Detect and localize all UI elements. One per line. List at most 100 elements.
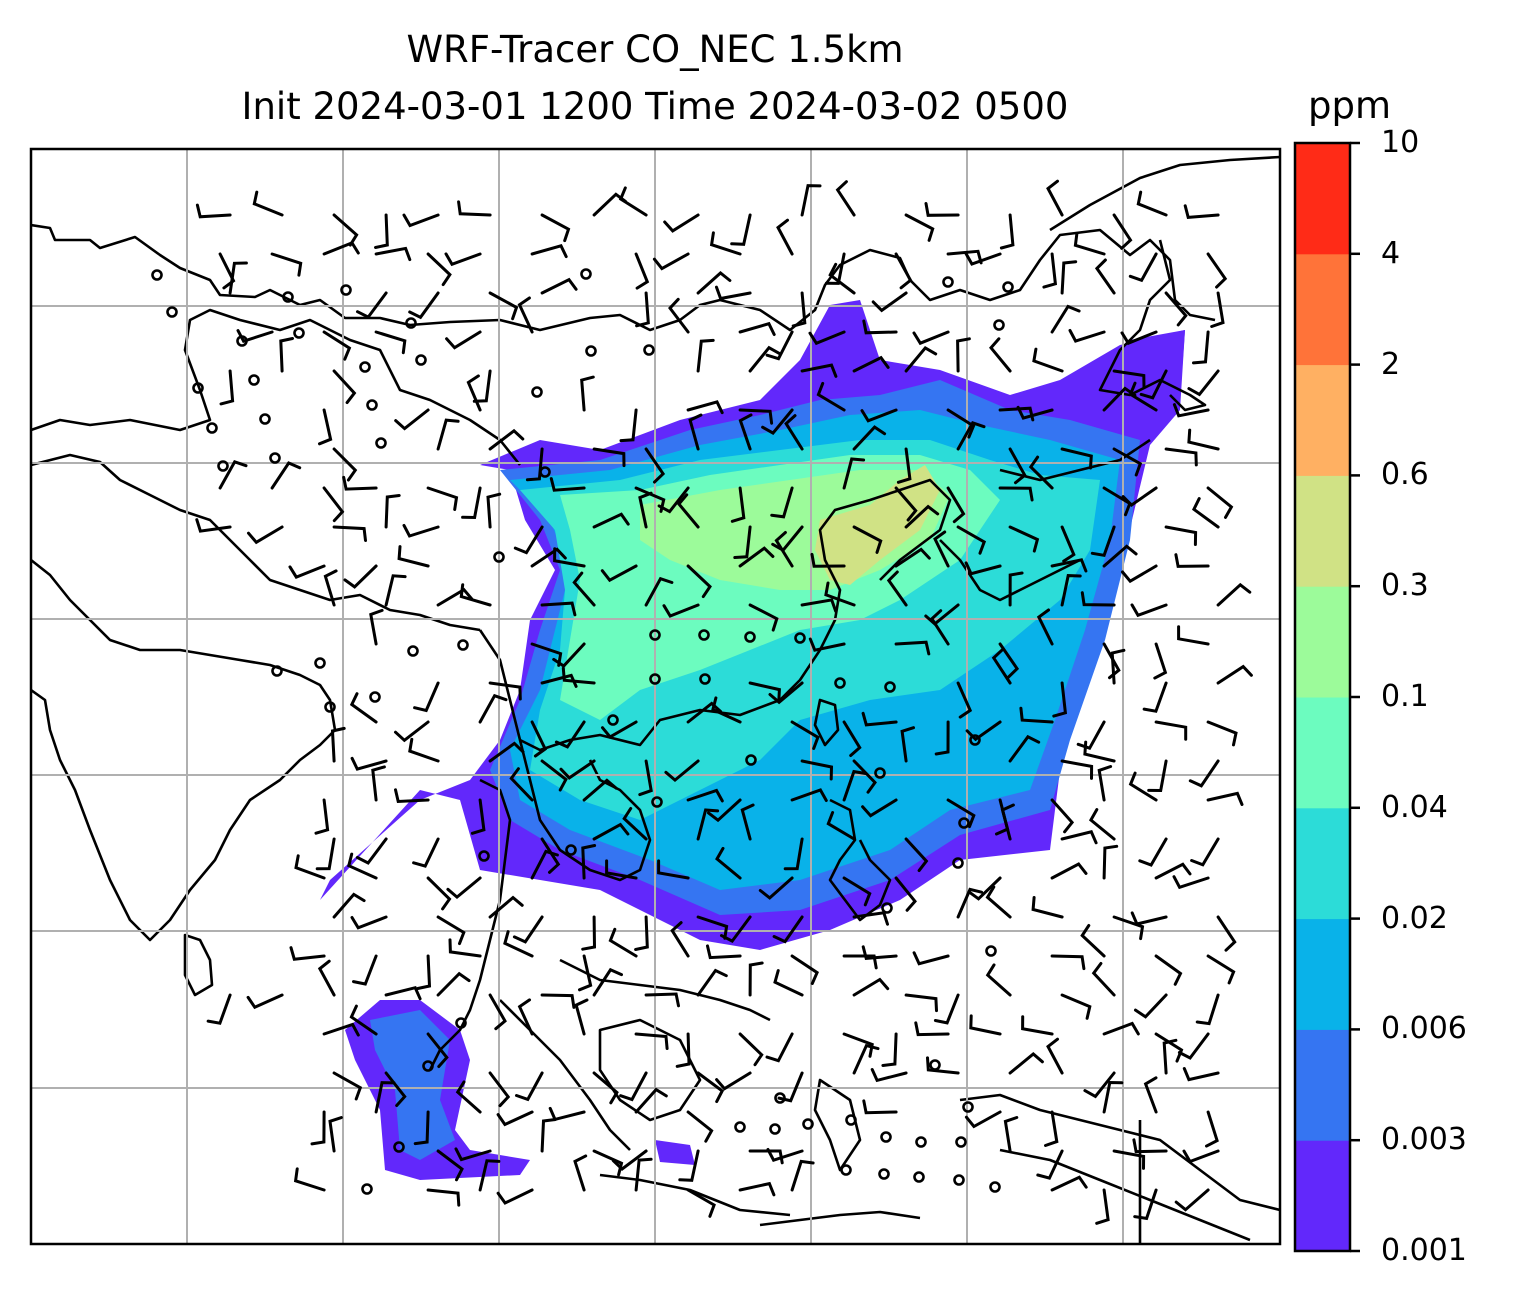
calm-wind-symbol: [643, 344, 655, 356]
wind-barb: [581, 915, 597, 951]
wind-barb: [1094, 258, 1116, 295]
calm-wind-symbol: [962, 1101, 974, 1113]
wind-barb: [314, 798, 330, 835]
wind-barb: [965, 720, 1002, 742]
wind-barb: [582, 778, 618, 802]
wind-barb: [1206, 954, 1236, 985]
wind-barb: [1142, 681, 1168, 713]
wind-barb: [696, 915, 729, 940]
wind-barb: [894, 640, 931, 656]
wind-barb: [247, 525, 284, 545]
wind-barb: [810, 552, 846, 568]
wind-barb: [1102, 1021, 1140, 1036]
wind-barb: [310, 1110, 326, 1146]
wind-barb: [738, 1032, 764, 1067]
calm-wind-symbol: [969, 734, 981, 746]
wind-barb: [808, 637, 846, 652]
wind-barb: [1143, 1076, 1158, 1114]
wind-barb: [1050, 862, 1088, 880]
colorbar-tick-label: 0.3: [1381, 568, 1429, 604]
wind-barb: [554, 720, 586, 749]
colorbar-tick-label: 0.1: [1381, 679, 1429, 714]
wind-barb: [1060, 525, 1076, 563]
wind-barb: [1190, 837, 1220, 867]
wind-barb: [540, 1118, 557, 1153]
wind-barb: [912, 330, 950, 346]
wind-barb: [578, 954, 593, 992]
wind-barb: [317, 959, 336, 997]
wind-barb: [1183, 204, 1220, 219]
wind-barb: [270, 461, 302, 490]
wind-barb: [488, 895, 524, 919]
wind-barb: [1080, 591, 1116, 607]
wind-barb: [824, 252, 846, 285]
wind-barb: [715, 285, 752, 301]
wind-barb: [488, 993, 507, 1031]
colorbar-tick-label: 4: [1381, 235, 1401, 271]
wind-barb: [852, 977, 890, 997]
wind-barb: [455, 1080, 482, 1114]
wind-barb: [369, 608, 384, 646]
calm-wind-symbol: [192, 382, 204, 394]
wind-barb: [635, 291, 650, 328]
wind-barb: [601, 720, 638, 739]
wind-barb: [218, 252, 236, 290]
wind-barb: [540, 837, 561, 874]
wind-barb: [350, 915, 388, 930]
wind-barb: [852, 759, 877, 794]
wind-barb: [1154, 862, 1192, 880]
wind-barb: [218, 459, 248, 490]
wind-barb: [1008, 525, 1040, 553]
wind-barb: [686, 1188, 716, 1218]
wind-barb: [1182, 1067, 1220, 1082]
wind-barb: [1154, 1032, 1184, 1063]
wind-barb: [1050, 798, 1075, 834]
calm-wind-symbol: [375, 437, 387, 449]
wind-barb: [1000, 803, 1015, 841]
wind-barb: [634, 1032, 669, 1050]
wind-barb: [1205, 1110, 1219, 1148]
wind-barb: [1036, 608, 1054, 646]
calm-wind-symbol: [457, 639, 469, 651]
calm-wind-symbol: [881, 902, 893, 914]
wind-barb: [426, 486, 459, 511]
wind-barb: [861, 798, 898, 818]
wind-barb: [288, 564, 326, 579]
wind-barb: [246, 993, 284, 1010]
wind-barb: [1050, 1175, 1088, 1192]
wind-barb: [1174, 1188, 1210, 1212]
wind-barb: [515, 1071, 544, 1102]
calm-wind-symbol: [314, 657, 326, 669]
wind-barb: [783, 837, 804, 871]
calm-wind-symbol: [1002, 281, 1014, 293]
colorbar-tick-label: 0.04: [1381, 789, 1448, 825]
wind-barb: [1130, 603, 1168, 618]
wind-barb: [1192, 330, 1210, 365]
wind-barb: [1112, 447, 1143, 477]
wind-barb: [332, 1071, 363, 1101]
wind-barb: [352, 954, 378, 986]
wind-barb: [206, 993, 232, 1025]
wind-barb: [707, 798, 742, 823]
wind-barb: [826, 811, 856, 841]
wind-barb: [998, 486, 1034, 502]
wind-barb: [461, 486, 482, 520]
wind-barb: [488, 291, 519, 321]
wind-barb: [696, 808, 720, 841]
wind-barb: [861, 711, 898, 727]
wind-barb: [289, 946, 326, 961]
wind-barb: [1132, 1138, 1168, 1154]
wind-barb: [657, 486, 690, 514]
colorbar-block: [1295, 586, 1350, 698]
wind-barb: [540, 277, 578, 295]
wind-barb: [322, 1022, 360, 1037]
wind-barb: [706, 944, 742, 960]
wind-barb: [998, 642, 1020, 679]
wind-barb: [748, 345, 781, 373]
wind-barb: [517, 998, 534, 1036]
colorbar-unit-label: ppm: [1308, 84, 1392, 127]
calm-wind-symbol: [649, 673, 661, 685]
wind-barb: [904, 213, 935, 242]
wind-barb: [657, 859, 690, 880]
wind-barb: [525, 447, 544, 482]
